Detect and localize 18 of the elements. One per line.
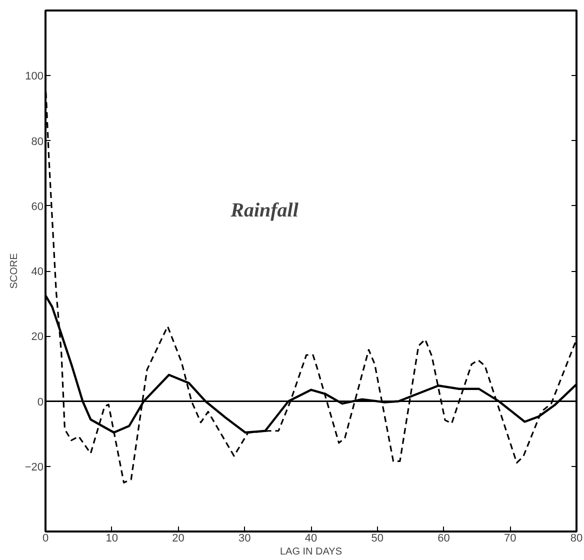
- y-tick-label: 80: [31, 136, 44, 148]
- y-tick-label: 100: [25, 70, 44, 83]
- x-tick-label: 60: [438, 532, 450, 544]
- y-axis-title: SCORE: [8, 252, 20, 289]
- y-tick-label: 0: [37, 396, 44, 408]
- y-tick-label: −20: [24, 461, 44, 474]
- x-tick-label: 30: [238, 532, 251, 544]
- y-tick-label: 60: [31, 200, 44, 213]
- x-tick-label: 40: [304, 532, 318, 544]
- y-tick-label: 20: [31, 331, 44, 344]
- x-tick-label: 20: [172, 532, 184, 544]
- x-tick-label: 70: [504, 532, 516, 544]
- y-tick-label: 40: [31, 266, 44, 278]
- x-tick-label: 80: [570, 532, 583, 544]
- x-tick-label: 50: [371, 532, 384, 544]
- x-axis-title: LAG IN DAYS: [280, 546, 342, 558]
- annotation: Rainfall: [230, 200, 299, 222]
- x-tick-label: 10: [106, 532, 118, 544]
